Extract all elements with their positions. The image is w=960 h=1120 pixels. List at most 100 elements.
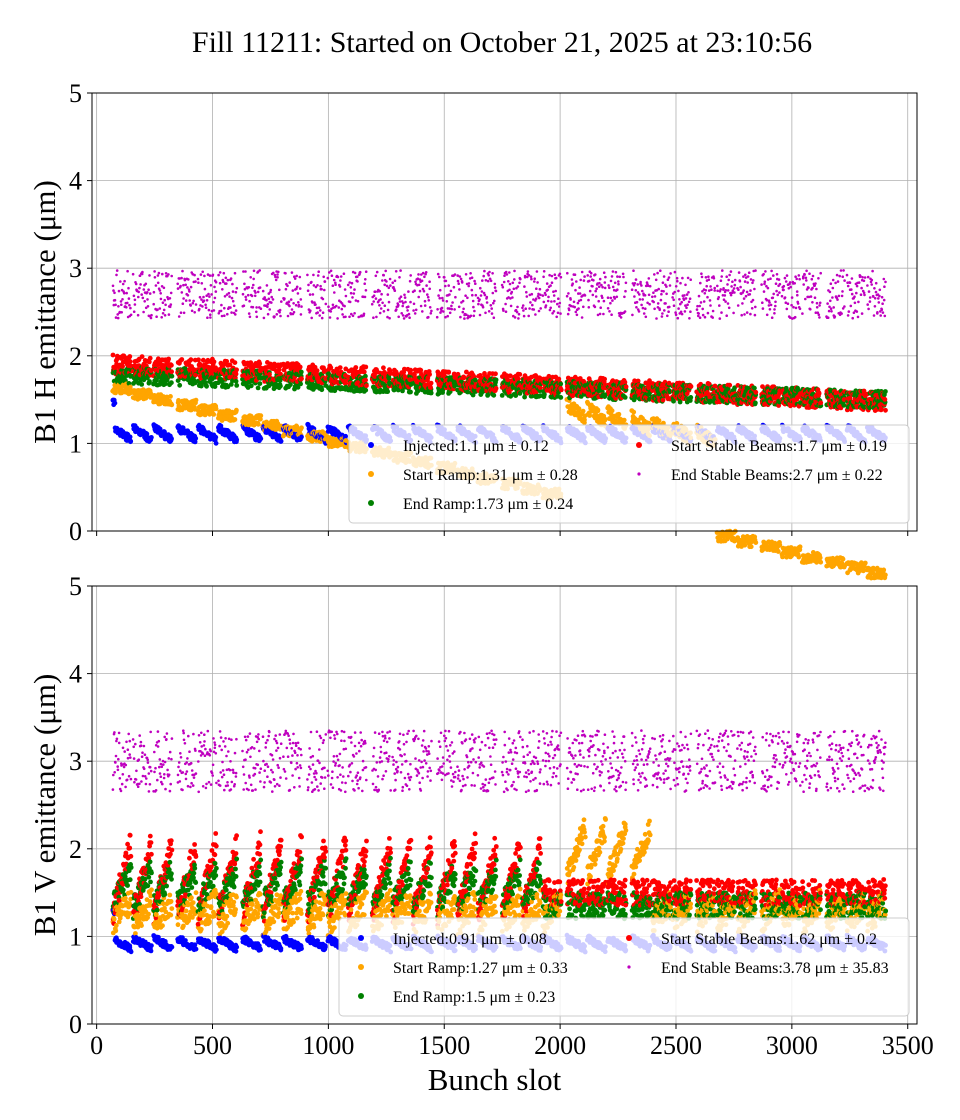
data-point-end-stable [407, 312, 411, 316]
data-point-end-stable [167, 273, 170, 276]
data-point-end-stable [170, 274, 173, 278]
data-point-injected [112, 400, 118, 406]
data-point-start-stable [427, 372, 432, 377]
data-point-end-stable [403, 293, 406, 297]
data-point-end-ramp [558, 395, 564, 400]
data-point-end-stable [268, 308, 272, 311]
data-point-end-stable [443, 276, 446, 279]
data-point-end-stable [483, 293, 487, 297]
data-point-end-stable [343, 304, 346, 308]
data-point-end-stable [594, 289, 597, 293]
data-point-end-stable [382, 310, 386, 313]
data-point-end-stable [133, 298, 137, 302]
data-point-injected [343, 433, 348, 439]
data-point-end-stable [515, 310, 519, 314]
data-point-end-stable [120, 303, 123, 307]
data-point-start-ramp [580, 408, 586, 414]
data-point-end-stable [539, 293, 542, 297]
data-point-end-stable [115, 269, 119, 272]
data-point-end-stable [546, 299, 550, 303]
data-point-end-stable [148, 292, 152, 295]
data-point-start-ramp [169, 402, 175, 408]
data-point-end-stable [333, 291, 336, 294]
data-point-end-stable [636, 283, 639, 286]
data-point-end-stable [353, 271, 357, 275]
data-point-injected [234, 437, 240, 443]
data-point-end-stable [283, 297, 286, 300]
data-point-end-stable [635, 300, 639, 304]
data-point-end-stable [141, 270, 144, 274]
data-point-end-stable [453, 273, 457, 276]
data-point-start-stable [381, 365, 386, 371]
data-point-end-stable [586, 274, 589, 277]
data-point-end-stable [378, 311, 382, 315]
data-point-end-stable [575, 313, 579, 317]
data-point-end-ramp [542, 392, 547, 397]
data-point-end-stable [188, 290, 191, 293]
data-point-end-stable [378, 304, 381, 307]
data-point-start-stable [120, 364, 125, 369]
data-point-end-stable [417, 273, 420, 276]
data-point-end-stable [373, 290, 377, 294]
data-point-start-stable [234, 367, 240, 373]
data-point-start-ramp [255, 421, 261, 427]
data-point-end-stable [161, 272, 164, 276]
data-point-end-stable [474, 282, 477, 286]
data-point-end-stable [567, 292, 570, 295]
data-point-end-stable [471, 299, 475, 303]
data-point-end-stable [428, 306, 432, 309]
data-point-end-stable [559, 275, 563, 279]
data-point-end-stable [204, 306, 208, 310]
chart-title: Fill 11211: Started on October 21, 2025 … [192, 26, 812, 59]
data-point-start-stable [110, 352, 116, 358]
data-point-end-stable [214, 290, 218, 293]
data-point-end-stable [138, 286, 141, 290]
data-point-end-stable [554, 276, 558, 280]
data-point-end-stable [344, 294, 348, 298]
data-point-end-stable [598, 277, 602, 281]
data-point-end-stable [280, 300, 283, 303]
data-point-end-stable [387, 300, 391, 304]
data-point-end-stable [306, 273, 309, 277]
data-point-end-ramp [257, 381, 263, 386]
data-point-end-stable [140, 272, 144, 276]
data-point-end-stable [598, 312, 602, 316]
data-point-end-stable [152, 302, 155, 306]
data-point-end-stable [462, 307, 465, 311]
data-point-start-stable [196, 357, 201, 363]
data-point-end-stable [297, 301, 300, 304]
data-point-end-stable [569, 298, 572, 301]
data-point-end-stable [127, 286, 130, 290]
data-point-end-stable [298, 287, 302, 290]
data-point-end-stable [522, 309, 525, 312]
data-point-end-stable [409, 300, 412, 304]
data-point-end-stable [160, 316, 163, 319]
data-point-end-stable [403, 296, 407, 299]
data-point-start-stable [146, 359, 152, 365]
data-point-end-stable [378, 289, 382, 293]
data-point-end-stable [557, 305, 561, 308]
data-point-end-stable [123, 279, 126, 283]
data-point-end-stable [444, 279, 448, 283]
data-point-end-stable [121, 282, 125, 286]
data-point-end-stable [140, 293, 143, 296]
data-point-end-stable [321, 311, 325, 315]
data-point-end-stable [188, 299, 191, 302]
data-point-end-stable [234, 313, 237, 316]
data-point-end-stable [290, 271, 294, 274]
data-point-end-stable [483, 269, 486, 273]
data-point-end-stable [441, 299, 445, 302]
data-point-end-stable [511, 296, 514, 299]
data-point-injected [127, 434, 133, 440]
data-point-end-stable [386, 293, 390, 296]
data-point-end-stable [132, 294, 136, 298]
data-point-start-ramp [631, 409, 637, 415]
data-point-end-stable [164, 303, 167, 307]
data-point-end-stable [643, 294, 647, 297]
data-point-end-stable [299, 298, 303, 301]
data-point-end-stable [270, 295, 274, 299]
data-point-end-stable [163, 314, 167, 317]
data-point-end-stable [266, 305, 269, 309]
data-point-end-stable [320, 287, 323, 291]
data-point-end-stable [254, 310, 258, 314]
